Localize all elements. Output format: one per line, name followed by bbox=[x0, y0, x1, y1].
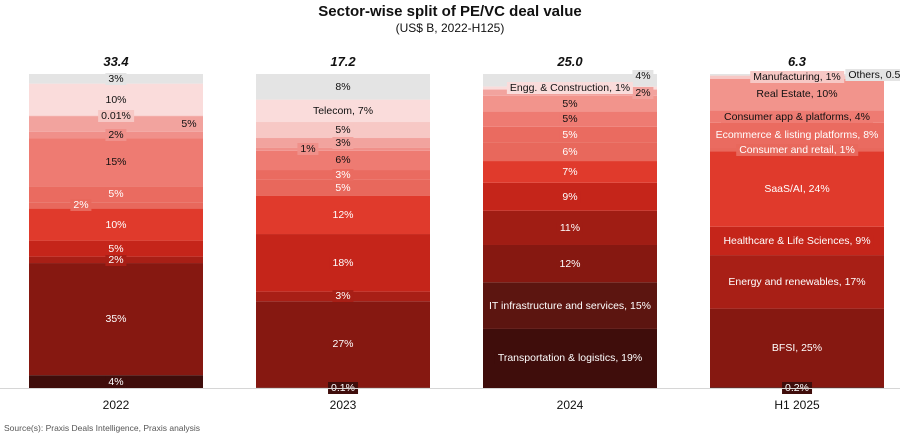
data-label: 5% bbox=[559, 128, 581, 141]
data-label: 5% bbox=[559, 113, 581, 126]
data-label: Energy and renewables, 17% bbox=[725, 275, 869, 288]
data-label: 3% bbox=[105, 72, 127, 85]
total-label: 33.4 bbox=[103, 54, 129, 69]
data-label: Ecommerce & listing platforms, 8% bbox=[712, 129, 882, 142]
data-label: Others, 0.5% bbox=[845, 69, 900, 81]
data-label: 27% bbox=[329, 338, 357, 351]
x-axis-line bbox=[0, 388, 900, 389]
chart-title: Sector-wise split of PE/VC deal value bbox=[318, 3, 582, 20]
data-label: 0.2% bbox=[782, 381, 812, 394]
bar-segment bbox=[29, 115, 203, 132]
data-label: SaaS/AI, 24% bbox=[761, 182, 833, 195]
total-label: 17.2 bbox=[330, 54, 356, 69]
data-label: 5% bbox=[559, 97, 581, 110]
data-label: Real Estate, 10% bbox=[753, 88, 841, 101]
data-label: 10% bbox=[102, 93, 130, 106]
data-label: 3% bbox=[332, 168, 354, 181]
data-label: 9% bbox=[559, 190, 581, 203]
total-label: 6.3 bbox=[787, 54, 807, 69]
data-label: 5% bbox=[105, 188, 127, 201]
data-label: Telecom, 7% bbox=[309, 104, 377, 117]
data-label: 2% bbox=[105, 128, 127, 141]
data-label: 3% bbox=[332, 136, 354, 149]
data-label: Transportation & logistics, 19% bbox=[494, 352, 646, 365]
data-label: 5% bbox=[105, 242, 127, 255]
data-label: 8% bbox=[332, 80, 354, 93]
data-label: 4% bbox=[632, 70, 654, 82]
data-label: BFSI, 25% bbox=[768, 342, 826, 354]
x-tick-label: 2024 bbox=[556, 398, 584, 412]
data-label: Consumer app & platforms, 4% bbox=[721, 110, 873, 123]
x-tick-label: 2022 bbox=[102, 398, 130, 412]
data-label: 3% bbox=[332, 290, 354, 303]
data-label: 6% bbox=[559, 145, 581, 158]
data-label: IT infrastructure and services, 15% bbox=[485, 299, 655, 312]
source-note: Source(s): Praxis Deals Intelligence, Pr… bbox=[4, 423, 201, 433]
data-label: 11% bbox=[556, 221, 584, 234]
data-label: 12% bbox=[329, 208, 357, 221]
data-label: Consumer and retail, 1% bbox=[736, 143, 858, 156]
data-label: 6% bbox=[332, 154, 354, 167]
data-label: 15% bbox=[102, 156, 130, 169]
data-label: 5% bbox=[178, 117, 200, 130]
data-label: 2% bbox=[70, 199, 92, 212]
total-label: 25.0 bbox=[557, 54, 583, 69]
data-label: 1% bbox=[297, 143, 319, 156]
chart-subtitle: (US$ B, 2022-H125) bbox=[395, 21, 505, 35]
data-label: 12% bbox=[556, 257, 584, 270]
bar-segment bbox=[29, 202, 203, 209]
data-label: 0.1% bbox=[328, 381, 358, 394]
data-label: 7% bbox=[559, 165, 581, 178]
data-label: 4% bbox=[105, 375, 127, 388]
data-label: 2% bbox=[105, 253, 127, 266]
data-label: 10% bbox=[102, 218, 130, 231]
bar-segment bbox=[256, 147, 430, 151]
data-label: 35% bbox=[102, 313, 130, 326]
data-label: Healthcare & Life Sciences, 9% bbox=[720, 234, 874, 247]
data-label: 5% bbox=[332, 181, 354, 194]
data-label: 5% bbox=[332, 124, 354, 136]
data-label: 2% bbox=[632, 86, 654, 99]
data-label: 18% bbox=[329, 256, 357, 269]
data-label: 0.01% bbox=[98, 109, 134, 122]
data-label: Manufacturing, 1% bbox=[750, 71, 844, 84]
data-label: Engg. & Construction, 1% bbox=[506, 81, 634, 94]
x-tick-label: 2023 bbox=[329, 398, 357, 412]
x-tick-label: H1 2025 bbox=[774, 398, 820, 412]
